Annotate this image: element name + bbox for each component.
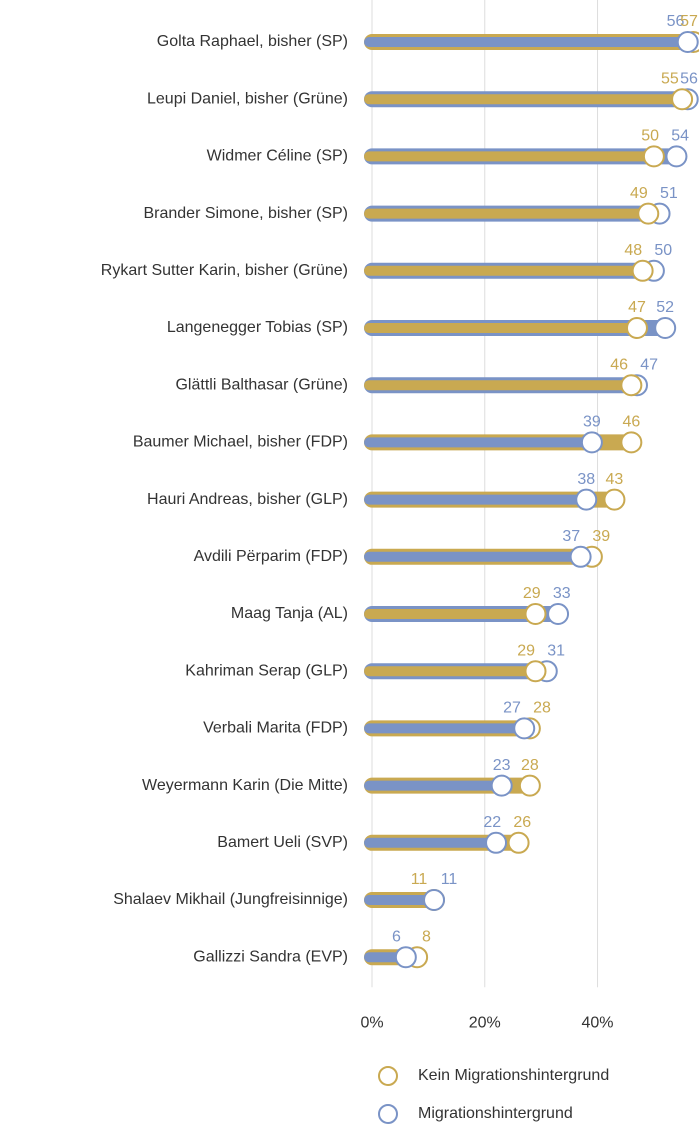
category-label: Avdili Përparim (FDP) — [194, 548, 348, 565]
dot — [580, 431, 603, 454]
value-label: 39 — [583, 414, 601, 431]
value-label: 48 — [624, 242, 642, 259]
x-tick-label: 40% — [582, 1014, 614, 1031]
category-label: Glättli Balthasar (Grüne) — [175, 376, 348, 393]
value-label: 46 — [610, 356, 628, 373]
value-label: 43 — [606, 471, 624, 488]
value-label: 50 — [641, 128, 659, 145]
value-label: 47 — [628, 299, 646, 316]
legend-marker — [378, 1066, 398, 1086]
value-label: 33 — [553, 585, 571, 602]
legend-label: Kein Migrationshintergrund — [418, 1067, 609, 1084]
value-label: 22 — [483, 814, 501, 831]
bar — [364, 437, 592, 448]
value-label: 23 — [493, 757, 511, 774]
dot — [524, 603, 547, 625]
bar — [364, 151, 654, 162]
value-label: 56 — [680, 70, 698, 87]
value-label: 54 — [671, 128, 689, 145]
bar — [364, 666, 536, 677]
bar — [364, 208, 649, 219]
bar — [364, 551, 581, 562]
category-label: Weyermann Karin (Die Mitte) — [142, 777, 348, 794]
category-label: Brander Simone, bisher (SP) — [143, 205, 348, 222]
legend-marker — [378, 1104, 398, 1124]
value-label: 39 — [592, 528, 610, 545]
bar — [364, 723, 525, 734]
dot — [513, 717, 536, 740]
value-label: 8 — [422, 928, 431, 945]
category-label: Gallizzi Sandra (EVP) — [193, 948, 348, 965]
value-label: 37 — [562, 528, 580, 545]
category-label: Verbali Marita (FDP) — [203, 720, 348, 737]
category-label: Hauri Andreas, bisher (GLP) — [147, 491, 348, 508]
value-label: 6 — [392, 928, 401, 945]
value-label: 11 — [411, 871, 428, 888]
value-label: 55 — [661, 70, 679, 87]
bar — [364, 37, 688, 47]
dot — [642, 145, 665, 168]
value-label: 11 — [441, 871, 458, 888]
value-label: 38 — [577, 471, 595, 488]
dot — [490, 774, 513, 797]
category-label: Widmer Céline (SP) — [207, 148, 348, 165]
value-label: 29 — [517, 642, 535, 659]
category-label: Kahriman Serap (GLP) — [185, 662, 348, 679]
bar — [364, 94, 683, 105]
value-label: 56 — [667, 13, 685, 30]
bar — [364, 380, 632, 391]
dot — [625, 317, 648, 339]
value-label: 28 — [521, 757, 539, 774]
bar — [364, 837, 497, 848]
bar — [364, 609, 536, 619]
dot — [637, 202, 660, 225]
dot — [547, 603, 570, 625]
category-label: Golta Raphael, bisher (SP) — [157, 33, 348, 50]
dot — [394, 946, 417, 969]
dot — [620, 431, 643, 454]
bar — [364, 494, 587, 505]
x-tick-label: 0% — [360, 1014, 383, 1031]
dot — [423, 889, 446, 911]
value-label: 49 — [630, 185, 648, 202]
category-label: Langenegger Tobias (SP) — [167, 319, 348, 336]
dot — [631, 259, 654, 282]
dot — [665, 145, 688, 168]
dot — [569, 545, 592, 568]
value-label: 52 — [656, 299, 674, 316]
dot — [654, 317, 677, 339]
bar — [364, 265, 643, 276]
value-label: 50 — [654, 242, 672, 259]
category-label: Maag Tanja (AL) — [231, 605, 348, 622]
value-label: 27 — [503, 700, 521, 717]
category-label: Rykart Sutter Karin, bisher (Grüne) — [101, 262, 348, 279]
legend-label: Migrationshintergrund — [418, 1105, 573, 1122]
dot — [575, 488, 598, 511]
value-label: 29 — [523, 585, 541, 602]
category-label: Shalaev Mikhail (Jungfreisinnige) — [113, 891, 348, 908]
value-label: 47 — [640, 356, 658, 373]
bar — [364, 323, 637, 333]
bar — [364, 780, 502, 791]
dot — [603, 488, 626, 511]
dot — [620, 374, 643, 397]
value-label: 31 — [547, 642, 565, 659]
value-label: 57 — [680, 13, 698, 30]
category-label: Baumer Michael, bisher (FDP) — [133, 434, 348, 451]
dot — [518, 774, 541, 797]
value-label: 51 — [660, 185, 678, 202]
dot — [485, 831, 508, 854]
category-label: Bamert Ueli (SVP) — [217, 834, 348, 851]
dot — [671, 88, 694, 111]
value-label: 28 — [533, 700, 551, 717]
x-tick-label: 20% — [469, 1014, 501, 1031]
bar — [364, 895, 435, 905]
dot — [524, 660, 547, 683]
value-label: 26 — [513, 814, 531, 831]
dot — [507, 831, 530, 854]
category-label: Leupi Daniel, bisher (Grüne) — [147, 90, 348, 107]
dot — [676, 31, 699, 53]
value-label: 46 — [622, 414, 640, 431]
